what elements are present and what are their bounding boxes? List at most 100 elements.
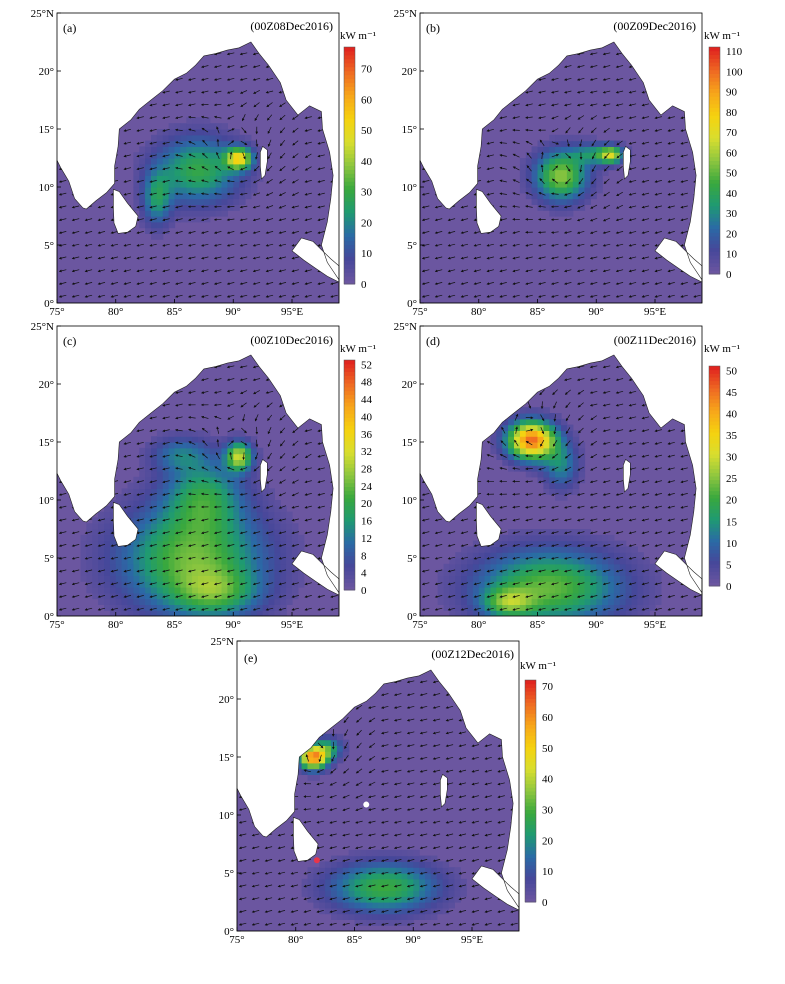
coastline — [236, 669, 520, 932]
colorbar-tick-label: 70 — [361, 64, 373, 76]
colorbar-tick-label: 0 — [726, 581, 732, 593]
colorbar — [524, 679, 537, 903]
colorbar-tick-label: 16 — [361, 516, 373, 528]
colorbar-tick-label: 40 — [361, 156, 373, 168]
coastline — [56, 354, 340, 617]
colorbar-tick-label: 30 — [542, 805, 554, 817]
x-tick-label: 85° — [347, 934, 362, 946]
panel-label: (e) — [244, 651, 257, 665]
andaman-islands-land — [259, 458, 268, 493]
colorbar-tick-label: 24 — [361, 481, 373, 493]
x-tick-label: 90° — [406, 934, 421, 946]
colorbar-tick-label: 40 — [726, 408, 738, 420]
energy-field — [237, 670, 519, 931]
panel-label: (a) — [63, 21, 76, 35]
y-tick-label: 25°N — [31, 321, 54, 333]
y-tick-label: 5° — [407, 553, 417, 565]
energy-field — [420, 42, 702, 303]
y-tick-label: 15° — [39, 124, 54, 136]
colorbar-tick-label: 45 — [726, 387, 738, 399]
colorbar-tick-label: 20 — [361, 498, 373, 510]
sri-lanka-land — [293, 816, 319, 862]
y-tick-label: 20° — [39, 66, 54, 78]
colorbar-tick-label: 10 — [361, 248, 373, 260]
x-tick-label: 85° — [530, 619, 545, 631]
x-tick-label: 80° — [108, 619, 123, 631]
sri-lanka-land — [113, 501, 139, 547]
colorbar-tick-label: 35 — [726, 430, 738, 442]
coastline — [419, 354, 703, 617]
x-tick-label: 95°E — [644, 619, 666, 631]
colorbar-tick-label: 20 — [726, 495, 738, 507]
panel-time: (00Z09Dec2016) — [613, 19, 696, 33]
map-frame — [419, 12, 703, 304]
colorbar — [708, 46, 721, 275]
x-tick-label: 80° — [471, 306, 486, 318]
y-tick-label: 25°N — [31, 8, 54, 20]
panel-label: (b) — [426, 21, 440, 35]
y-tick-label: 10° — [402, 182, 417, 194]
colorbar-unit: kW m⁻¹ — [520, 660, 556, 672]
sri-lanka-land — [476, 501, 502, 547]
colorbar-tick-label: 0 — [361, 585, 367, 597]
colorbar-unit: kW m⁻¹ — [704, 30, 740, 42]
y-tick-label: 0° — [407, 611, 417, 623]
track-point-marker — [363, 801, 370, 808]
y-tick-label: 15° — [402, 437, 417, 449]
map-frame — [56, 325, 340, 617]
colorbar-tick-label: 70 — [542, 681, 554, 693]
y-tick-label: 15° — [219, 752, 234, 764]
colorbar-tick-label: 100 — [726, 66, 743, 78]
colorbar-tick-label: 50 — [726, 168, 738, 180]
x-tick-label: 90° — [226, 619, 241, 631]
map-frame — [236, 640, 520, 932]
colorbar-tick-label: 25 — [726, 473, 738, 485]
colorbar-unit: kW m⁻¹ — [340, 343, 376, 355]
x-tick-label: 80° — [108, 306, 123, 318]
andaman-islands-land — [622, 145, 631, 180]
x-tick-label: 80° — [288, 934, 303, 946]
colorbar-tick-label: 10 — [726, 249, 738, 261]
colorbar-tick-label: 20 — [726, 228, 738, 240]
colorbar-tick-label: 15 — [726, 516, 738, 528]
energy-field — [420, 355, 702, 616]
x-tick-label: 95°E — [281, 619, 303, 631]
colorbar — [343, 359, 356, 591]
panel-time: (00Z12Dec2016) — [431, 647, 514, 661]
panel-b: 75° 80° 85° 90° 95°E 0° 5° 10° 15° 20° 25°N (b) (0… — [394, 8, 743, 318]
andaman-islands-land — [622, 458, 631, 493]
panel-c: 75° 80° 85° 90° 95°E 0° 5° 10° 15° 20° 25°N (c) (0… — [31, 321, 376, 631]
panel-time: (00Z10Dec2016) — [250, 333, 333, 347]
colorbar-tick-label: 8 — [361, 550, 367, 562]
y-tick-label: 10° — [39, 495, 54, 507]
colorbar-tick-label: 110 — [726, 46, 743, 58]
colorbar-tick-label: 40 — [542, 774, 554, 786]
colorbar-tick-label: 50 — [361, 125, 373, 137]
colorbar-tick-label: 40 — [726, 188, 738, 200]
panel-time: (00Z11Dec2016) — [614, 333, 696, 347]
y-tick-label: 25°N — [211, 636, 234, 648]
colorbar-tick-label: 12 — [361, 533, 372, 545]
colorbar-unit: kW m⁻¹ — [340, 30, 376, 42]
colorbar-tick-label: 36 — [361, 429, 373, 441]
x-tick-label: 85° — [167, 306, 182, 318]
colorbar-tick-label: 32 — [361, 446, 372, 458]
x-tick-label: 85° — [530, 306, 545, 318]
colorbar-tick-label: 30 — [361, 187, 373, 199]
y-tick-label: 0° — [407, 298, 417, 310]
colorbar-tick-label: 10 — [542, 866, 554, 878]
x-tick-label: 75° — [229, 934, 244, 946]
x-tick-label: 75° — [412, 306, 427, 318]
map-frame — [419, 325, 703, 617]
y-tick-label: 10° — [39, 182, 54, 194]
colorbar-tick-label: 0 — [361, 279, 367, 291]
panel-e: 75° 80° 85° 90° 95°E 0° 5° 10° 15° 20° 25°N (e) (0… — [211, 636, 556, 946]
x-tick-label: 90° — [589, 619, 604, 631]
colorbar-tick-label: 50 — [542, 743, 554, 755]
y-tick-label: 10° — [219, 810, 234, 822]
y-tick-label: 0° — [224, 926, 234, 938]
coastline — [56, 41, 340, 304]
x-tick-label: 95°E — [281, 306, 303, 318]
y-tick-label: 20° — [219, 694, 234, 706]
